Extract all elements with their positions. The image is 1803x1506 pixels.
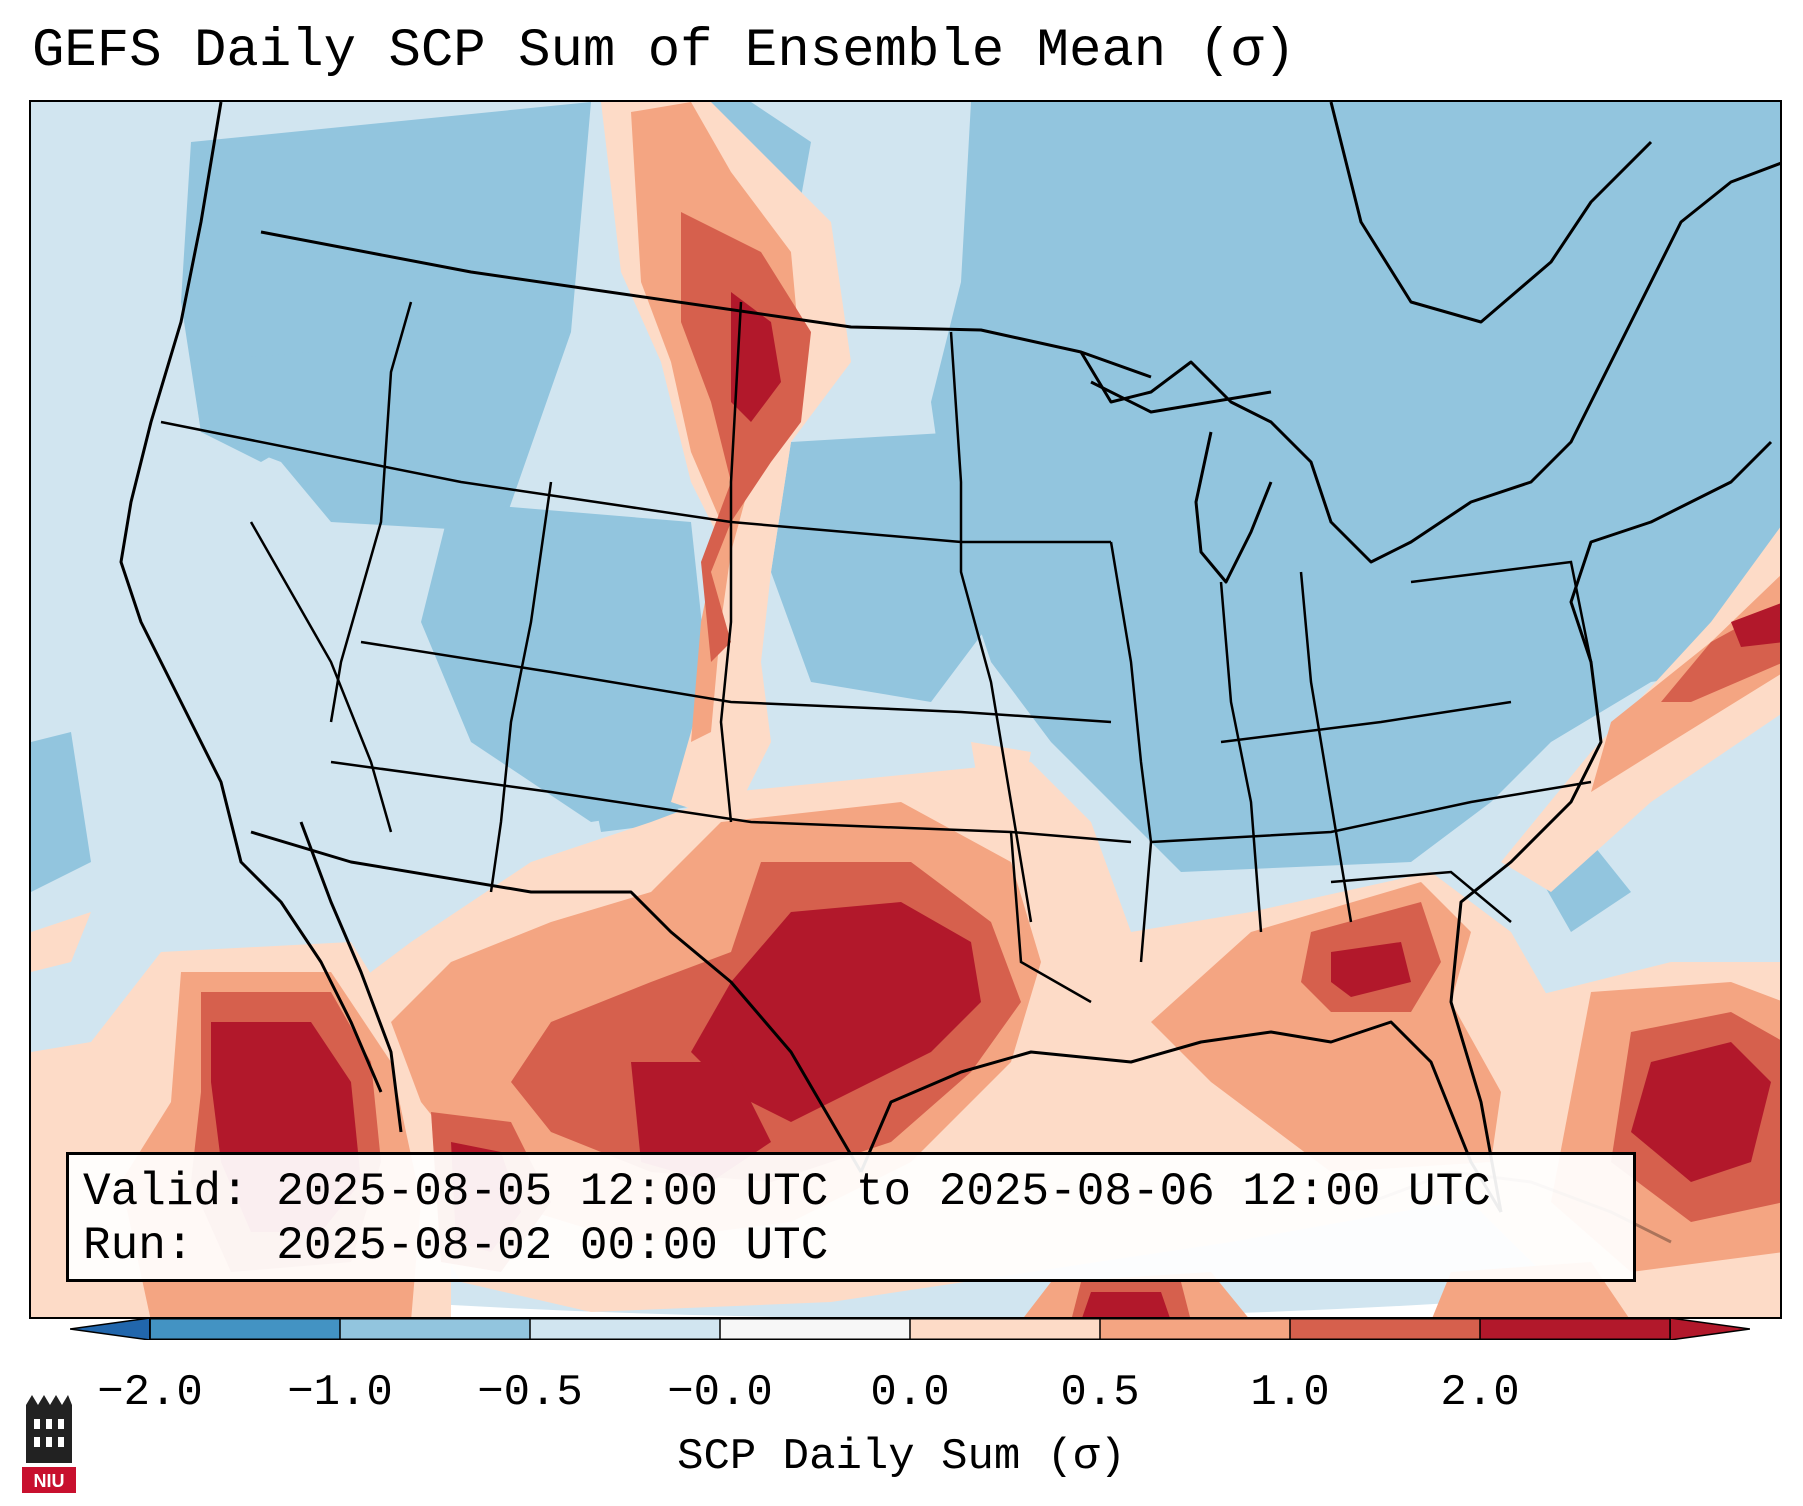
colorbar-tick-label: 0.0 xyxy=(870,1368,950,1418)
great-lakes-and-canada xyxy=(1079,161,1780,564)
logo-text: NIU xyxy=(34,1471,65,1491)
colorbar-tick-label: −2.0 xyxy=(97,1368,203,1418)
atlantic-coast xyxy=(1449,440,1773,1213)
niu-logo: NIU xyxy=(22,1395,76,1493)
baja-peninsula xyxy=(299,821,403,1133)
colorbar-segment xyxy=(530,1318,721,1340)
colorbar-extend-high xyxy=(1669,1318,1750,1340)
geographic-boundaries xyxy=(119,102,1780,1244)
colorbar-tick-label: 0.5 xyxy=(1060,1368,1140,1418)
colorbar xyxy=(70,1318,1750,1340)
chart-title: GEFS Daily SCP Sum of Ensemble Mean (σ) xyxy=(32,21,1296,82)
colorbar-extend-low xyxy=(70,1318,151,1340)
colorbar-tick-label: −0.0 xyxy=(667,1368,773,1418)
gulf-coast xyxy=(859,1020,1503,1213)
colorbar-tick-label: 2.0 xyxy=(1440,1368,1520,1418)
run-time-text: Run: 2025-08-02 00:00 UTC xyxy=(83,1220,829,1272)
colorbar-segment xyxy=(340,1318,531,1340)
lake-michigan xyxy=(1194,431,1273,584)
colorbar-segment xyxy=(1480,1318,1671,1340)
state-borders xyxy=(160,301,1593,1004)
negative-anomaly-regions xyxy=(31,102,1780,932)
scp-map xyxy=(31,102,1780,1317)
mexico-border xyxy=(250,830,863,1173)
us-west-coast xyxy=(119,102,383,1093)
colorbar-label: SCP Daily Sum (σ) xyxy=(677,1432,1126,1482)
colorbar-segments xyxy=(149,1318,1671,1340)
colorbar-tick-label: −0.5 xyxy=(477,1368,583,1418)
colorbar-segment xyxy=(1100,1318,1291,1340)
colorbar-segment xyxy=(1290,1318,1481,1340)
colorbar-tick-label: −1.0 xyxy=(287,1368,393,1418)
canada-border xyxy=(260,230,1152,379)
colorbar-segment xyxy=(150,1318,341,1340)
lake-superior xyxy=(1090,380,1272,414)
map-panel xyxy=(29,100,1782,1319)
colorbar-tick-label: 1.0 xyxy=(1250,1368,1330,1418)
colorbar-segment xyxy=(720,1318,911,1340)
valid-time-box: Valid: 2025-08-05 12:00 UTC to 2025-08-0… xyxy=(66,1152,1636,1282)
colorbar-segment xyxy=(910,1318,1101,1340)
valid-time-text: Valid: 2025-08-05 12:00 UTC to 2025-08-0… xyxy=(83,1166,1491,1218)
hudson-bay-shore xyxy=(1329,102,1653,324)
